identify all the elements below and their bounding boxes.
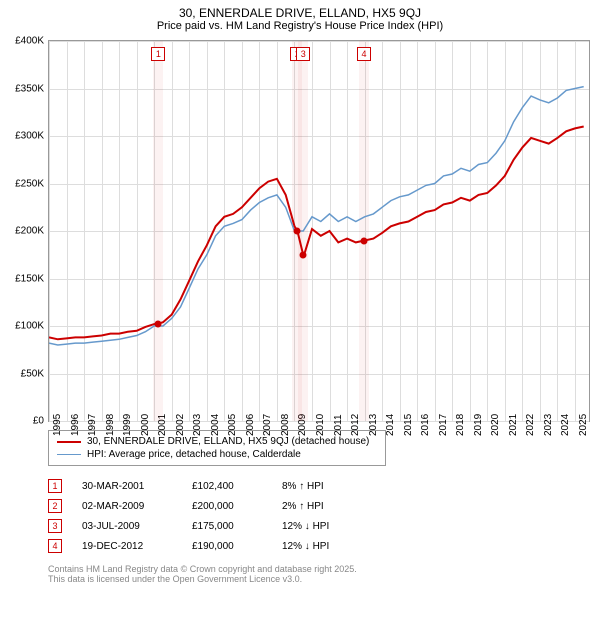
sale-dot (294, 228, 301, 235)
transaction-row: 3 03-JUL-2009 £175,000 12% ↓ HPI (48, 516, 600, 536)
sale-dot (300, 251, 307, 258)
sale-dot (361, 237, 368, 244)
sale-marker-box: 4 (357, 47, 371, 61)
price-chart: 1234 £0£50K£100K£150K£200K£250K£300K£350… (48, 40, 590, 422)
legend-label: HPI: Average price, detached house, Cald… (87, 449, 301, 460)
legend-label: 30, ENNERDALE DRIVE, ELLAND, HX5 9QJ (de… (87, 436, 369, 447)
sale-dot (155, 320, 162, 327)
sale-marker-box: 3 (296, 47, 310, 61)
transaction-date: 30-MAR-2001 (82, 481, 172, 492)
transaction-price: £102,400 (192, 481, 262, 492)
transaction-pct: 12% ↓ HPI (282, 541, 362, 552)
transaction-price: £190,000 (192, 541, 262, 552)
page-subtitle: Price paid vs. HM Land Registry's House … (0, 20, 600, 36)
transactions-table: 1 30-MAR-2001 £102,400 8% ↑ HPI 2 02-MAR-2009… (48, 476, 600, 556)
y-axis-label: £200K (4, 226, 44, 237)
y-axis-label: £350K (4, 83, 44, 94)
transaction-price: £175,000 (192, 521, 262, 532)
transaction-row: 4 19-DEC-2012 £190,000 12% ↓ HPI (48, 536, 600, 556)
chart-series-line (49, 127, 584, 340)
y-axis-label: £100K (4, 321, 44, 332)
legend-row: 30, ENNERDALE DRIVE, ELLAND, HX5 9QJ (de… (57, 435, 377, 448)
legend-swatch (57, 454, 81, 456)
y-axis-label: £150K (4, 273, 44, 284)
footer-line-1: Contains HM Land Registry data © Crown c… (48, 564, 600, 574)
footer-text: Contains HM Land Registry data © Crown c… (48, 564, 600, 584)
transaction-date: 02-MAR-2009 (82, 501, 172, 512)
y-axis-label: £300K (4, 131, 44, 142)
legend-swatch (57, 441, 81, 443)
transaction-row: 1 30-MAR-2001 £102,400 8% ↑ HPI (48, 476, 600, 496)
transaction-pct: 8% ↑ HPI (282, 481, 362, 492)
transaction-date: 19-DEC-2012 (82, 541, 172, 552)
page-title: 30, ENNERDALE DRIVE, ELLAND, HX5 9QJ (0, 0, 600, 20)
y-axis-label: £50K (4, 368, 44, 379)
transaction-marker: 1 (48, 479, 62, 493)
transaction-marker: 3 (48, 519, 62, 533)
y-axis-label: £0 (4, 416, 44, 427)
footer-line-2: This data is licensed under the Open Gov… (48, 574, 600, 584)
sale-marker-box: 1 (151, 47, 165, 61)
transaction-date: 03-JUL-2009 (82, 521, 172, 532)
transaction-marker: 2 (48, 499, 62, 513)
transaction-pct: 12% ↓ HPI (282, 521, 362, 532)
transaction-pct: 2% ↑ HPI (282, 501, 362, 512)
y-axis-label: £250K (4, 178, 44, 189)
chart-series-line (49, 87, 584, 345)
legend-row: HPI: Average price, detached house, Cald… (57, 448, 377, 461)
y-axis-label: £400K (4, 36, 44, 47)
transaction-row: 2 02-MAR-2009 £200,000 2% ↑ HPI (48, 496, 600, 516)
transaction-marker: 4 (48, 539, 62, 553)
transaction-price: £200,000 (192, 501, 262, 512)
